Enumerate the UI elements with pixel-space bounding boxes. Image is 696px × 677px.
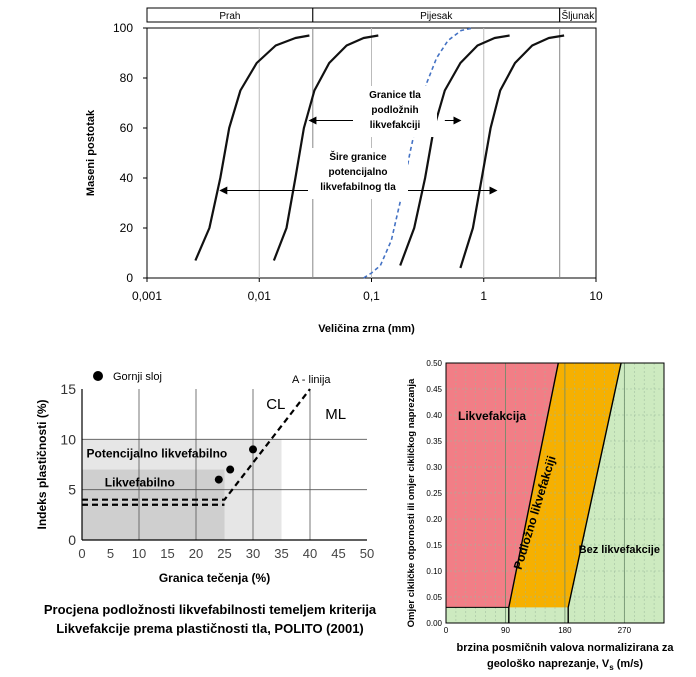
grading-curve (194, 34, 310, 261)
region-label: CL (266, 396, 285, 413)
y-tick-label: 10 (60, 431, 76, 447)
x-tick-label: 45 (331, 546, 345, 561)
a-line-label: A - linija (292, 374, 331, 386)
annotation-backdrop (308, 148, 408, 199)
region-label: Bez likvefakcije (579, 544, 660, 556)
annotation-text: likvefakciji (370, 120, 421, 131)
x-tick-label: 40 (303, 546, 317, 561)
y-tick-label: 0 (126, 271, 133, 285)
legend-label: Gornji sloj (113, 371, 162, 383)
y-tick-label: 5 (68, 482, 76, 498)
grading-curve (399, 34, 510, 266)
x-tick-label: 90 (501, 626, 510, 635)
x-tick-label: 270 (618, 626, 632, 635)
x-axis-label-subscript: s (609, 663, 614, 672)
data-point (214, 475, 223, 484)
caption-line-2: Likvefakcije prema plastičnosti tla, POL… (56, 621, 364, 636)
y-axis-label: Indeks plastičnosti (%) (35, 399, 49, 529)
x-tick-label: 25 (217, 546, 231, 561)
data-point (226, 465, 235, 474)
y-tick-label: 0.30 (426, 463, 442, 472)
annotation-text: likvefabilnog tla (320, 182, 396, 193)
x-axis-label: Granica tečenja (%) (159, 571, 270, 585)
grading-curve (272, 34, 379, 261)
y-tick-label: 0.35 (426, 437, 442, 446)
x-tick-label: 180 (558, 626, 572, 635)
region-liquefaction (446, 363, 559, 608)
legend-marker (93, 371, 103, 381)
y-tick-label: 0.00 (426, 619, 442, 628)
y-tick-label: 0.05 (426, 593, 442, 602)
annotation-text: potencijalno (329, 167, 388, 178)
x-tick-label: 0,1 (363, 289, 380, 303)
boundary-left (508, 362, 559, 623)
x-tick-label: 20 (189, 546, 203, 561)
zone-label: Potencijalno likvefabilno (87, 446, 228, 460)
size-class-box (559, 7, 597, 23)
x-tick-label: 50 (360, 546, 374, 561)
boundary-right (567, 362, 622, 623)
x-tick-label: 10 (589, 289, 603, 303)
zone-label: Likvefabilno (105, 476, 175, 490)
y-tick-label: 0.15 (426, 541, 442, 550)
y-tick-label: 15 (60, 381, 76, 397)
y-tick-label: 0.25 (426, 489, 442, 498)
x-tick-label: 0,01 (248, 289, 272, 303)
y-tick-label: 0.20 (426, 515, 442, 524)
y-tick-label: 0.40 (426, 411, 442, 420)
y-tick-label: 60 (120, 121, 134, 135)
data-point (249, 445, 257, 454)
y-tick-label: 100 (113, 21, 133, 35)
x-tick-label: 0 (78, 546, 85, 561)
annotation-text: podložnih (371, 105, 418, 116)
size-class-label: Šljunak (561, 9, 595, 22)
size-class-label: Pijesak (420, 11, 453, 22)
annotation-backdrop (353, 86, 437, 137)
x-axis-label-unit: (m/s) (614, 658, 644, 670)
annotation-text: Šire granice (329, 150, 387, 163)
x-tick-label: 15 (160, 546, 174, 561)
x-tick-label: 0 (444, 626, 449, 635)
a-line (82, 388, 311, 501)
x-tick-label: 35 (274, 546, 288, 561)
x-tick-label: 10 (132, 546, 146, 561)
x-axis-label: Veličina zrna (mm) (318, 323, 415, 335)
region-label: ML (325, 406, 346, 423)
y-tick-label: 80 (120, 71, 134, 85)
plasticity-chart: Potencijalno likvefabilno Likvefabilno A -… (35, 371, 374, 585)
x-axis-label-text: geološko naprezanje, V (487, 658, 610, 670)
y-axis-label: Omjer cikličke otpornosti ili omjer cikl… (406, 378, 417, 627)
caption-line-1: Procjena podložnosti likvefabilnosti tem… (43, 602, 377, 617)
y-axis-label: Maseni postotak (85, 109, 97, 196)
figure-caption: Procjena podložnosti likvefabilnosti tem… (20, 600, 400, 638)
y-tick-label: 40 (120, 171, 134, 185)
annotation-text: Granice tla (369, 90, 421, 101)
x-tick-label: 30 (246, 546, 260, 561)
x-axis-label: geološko naprezanje, Vs (m/s) (487, 658, 643, 672)
size-class-label: Prah (219, 11, 240, 22)
x-tick-label: 5 (107, 546, 114, 561)
region-label: Likvefakcija (458, 409, 526, 423)
y-tick-label: 0.10 (426, 567, 442, 576)
x-tick-label: 1 (480, 289, 487, 303)
plot-frame (445, 362, 665, 624)
grading-curve (459, 34, 565, 269)
y-tick-label: 20 (120, 221, 134, 235)
x-tick-label: 0,001 (132, 289, 162, 303)
x-axis-label: brzina posmičnih valova normalizirana za (456, 642, 674, 654)
y-tick-label: 0 (68, 532, 76, 548)
y-tick-label: 0.45 (426, 385, 442, 394)
y-tick-label: 0.50 (426, 359, 442, 368)
